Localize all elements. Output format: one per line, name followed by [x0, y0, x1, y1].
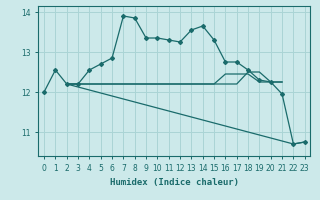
X-axis label: Humidex (Indice chaleur): Humidex (Indice chaleur) [110, 178, 239, 187]
